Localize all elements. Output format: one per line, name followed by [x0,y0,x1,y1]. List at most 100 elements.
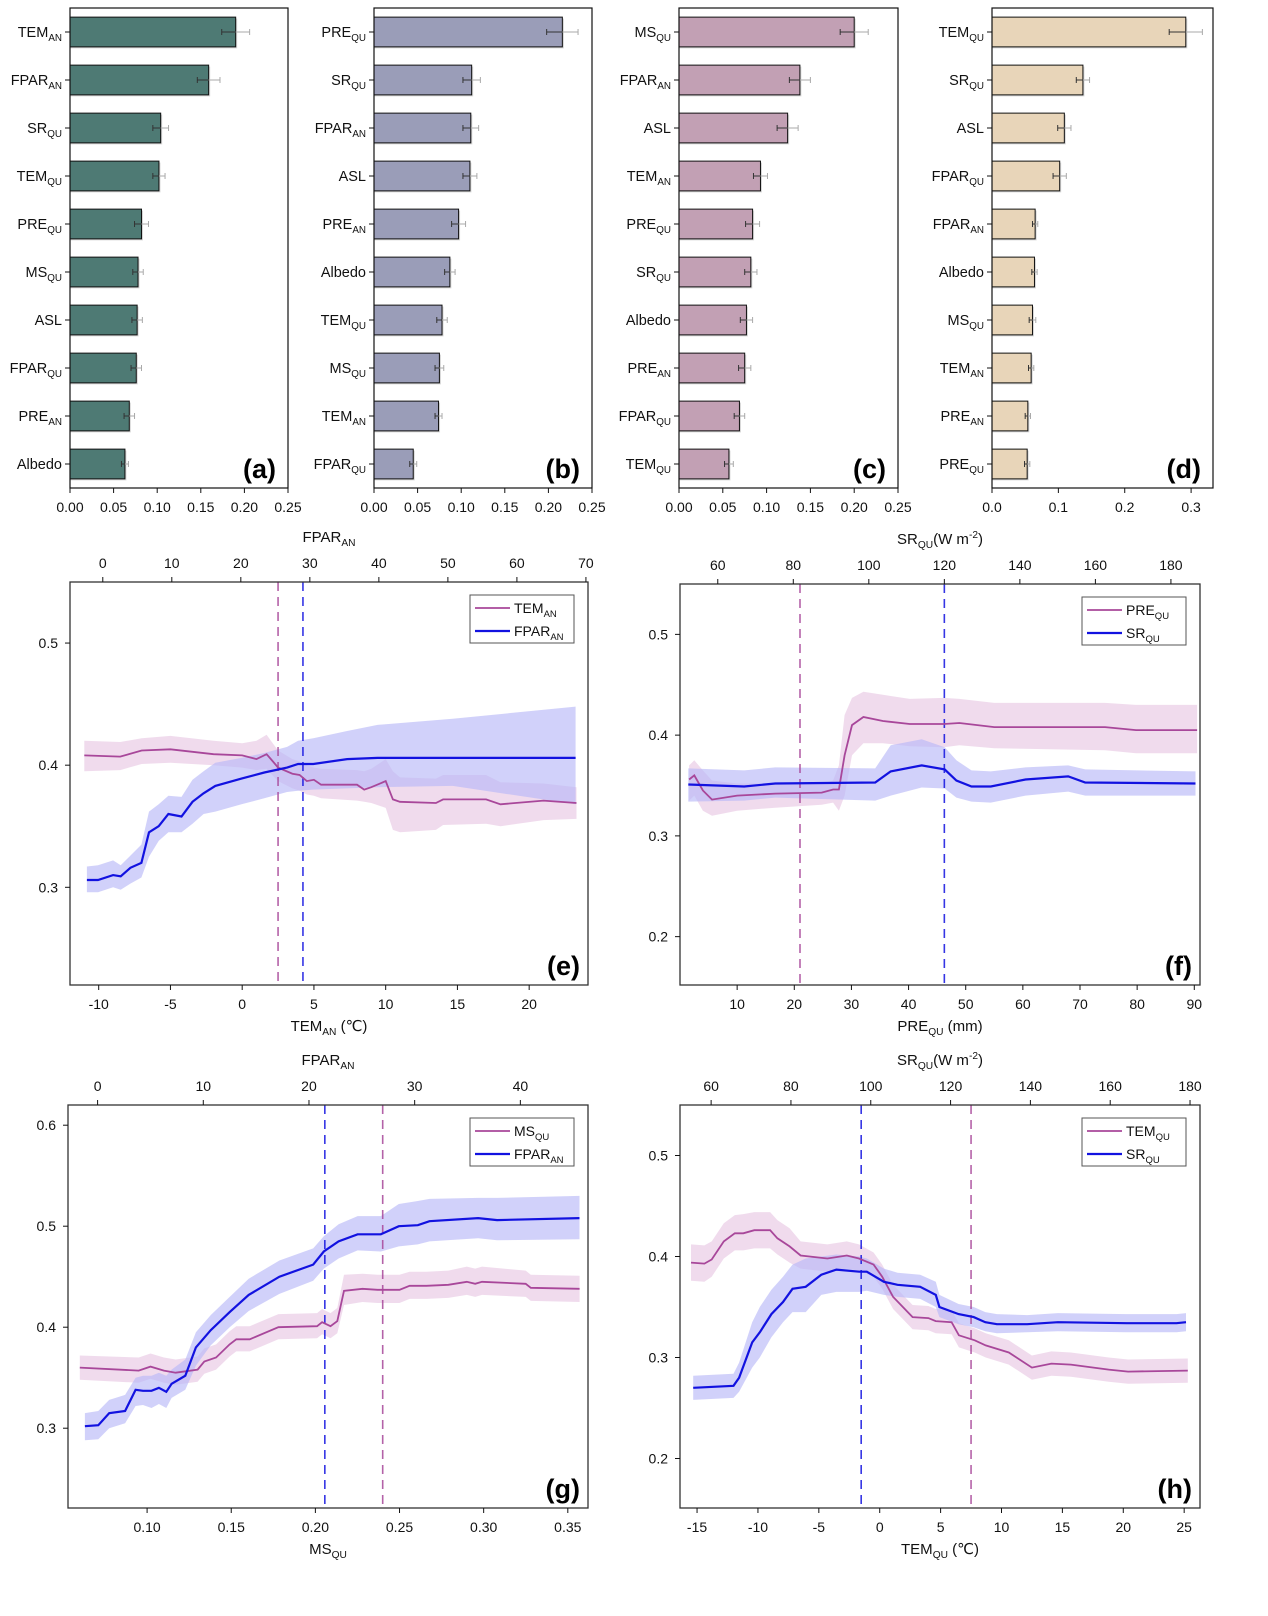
top-x-tick-label: 140 [1008,557,1032,573]
confidence-band [86,706,576,893]
plot-frame [67,1104,589,1509]
x-tick-label: 0.25 [274,499,301,515]
category-label: SRQU [636,265,671,284]
top-x-axis-label: SRQU(W m-2) [897,1051,983,1072]
confidence-band [693,1254,1186,1400]
plot-frame [679,583,1201,986]
bar [373,160,471,192]
panel-letter: (f) [1165,951,1192,981]
y-tick-label: 0.3 [649,1350,669,1366]
x-tick-label: 0.3 [1181,499,1201,515]
bar [69,304,138,336]
bar [991,160,1061,192]
category-label: PREQU [17,217,62,236]
y-tick-label: 0.4 [649,727,669,743]
top-x-tick-label: 20 [233,555,249,571]
x-tick-label: -5 [164,996,177,1012]
x-tick-label: 10 [994,1519,1010,1535]
x-tick-label: 0.20 [535,499,562,515]
bar [69,16,237,48]
top-x-tick-label: 60 [509,555,525,571]
top-x-axis-label: FPARAN [301,1052,354,1072]
x-tick-label: -5 [813,1519,826,1535]
plot-frame [69,581,589,986]
category-label: TEMQU [939,25,984,44]
bar [678,64,801,96]
bar [69,256,139,288]
plot-frame [679,1104,1201,1509]
x-tick-label: 60 [1015,996,1031,1012]
bar [991,112,1065,144]
y-tick-label: 0.5 [39,635,59,651]
x-tick-label: 0.2 [1115,499,1135,515]
x-tick-label: 70 [1072,996,1088,1012]
x-tick-label: 0.15 [218,1519,245,1535]
x-axis-label: TEMAN (℃) [291,1018,368,1038]
bar [678,448,730,480]
category-label: SRQU [949,73,984,92]
x-tick-label: 20 [786,996,802,1012]
category-label: FPARQU [10,361,62,380]
x-tick-label: -15 [687,1519,707,1535]
category-label: SRQU [331,73,366,92]
bar [373,64,473,96]
panel-letter: (h) [1158,1474,1192,1504]
category-label: PREQU [939,457,984,476]
panel-letter: (g) [546,1474,580,1504]
bar [678,304,747,336]
bar [678,208,754,240]
x-tick-label: 0.25 [884,499,911,515]
x-tick-label: 15 [1055,1519,1071,1535]
category-label: FPARAN [933,217,984,236]
panel-letter: (d) [1167,454,1201,484]
bar [69,400,130,432]
plot-frame [678,7,899,489]
category-label: ASL [35,313,62,329]
plot-frame [69,7,289,489]
x-tick-label: 10 [729,996,745,1012]
category-label: TEMQU [321,313,366,332]
category-label: MSQU [329,361,366,380]
y-tick-label: 0.6 [37,1117,57,1133]
category-label: MSQU [25,265,62,284]
bar [991,304,1033,336]
x-axis-label: PREQU (mm) [897,1018,982,1038]
legend-label: PREQU [1126,602,1169,622]
category-label: MSQU [947,313,984,332]
plot-frame [373,7,593,489]
bar [678,352,746,384]
panel-letter: (e) [547,951,580,981]
plot-area [690,1105,1188,1508]
bar [373,304,443,336]
bar [373,208,460,240]
top-x-tick-label: 180 [1178,1078,1202,1094]
x-tick-label: 0.00 [56,499,83,515]
bar [69,160,160,192]
top-x-tick-label: 10 [195,1078,211,1094]
x-tick-label: 0.10 [448,499,475,515]
series-line [693,1268,1187,1389]
x-tick-label: 0.05 [404,499,431,515]
bar [991,256,1035,288]
category-label: PREAN [18,409,62,428]
category-label: Albedo [626,313,671,329]
legend-label: SRQU [1126,1146,1160,1166]
bar [69,208,143,240]
x-tick-label: 0.30 [470,1519,497,1535]
legend-label: TEMAN [514,600,557,620]
top-x-tick-label: 80 [786,557,802,573]
category-label: FPARQU [619,409,671,428]
bar [69,112,162,144]
bar [991,208,1036,240]
x-tick-label: 30 [844,996,860,1012]
panel-letter: (c) [853,454,886,484]
bar [991,64,1084,96]
x-tick-label: 20 [521,996,537,1012]
category-label: FPARAN [620,73,671,92]
category-label: Albedo [17,457,62,473]
y-tick-label: 0.3 [37,1420,57,1436]
category-label: PREQU [321,25,366,44]
category-label: TEMAN [322,409,366,428]
category-label: PREAN [940,409,984,428]
series-line [86,756,576,882]
